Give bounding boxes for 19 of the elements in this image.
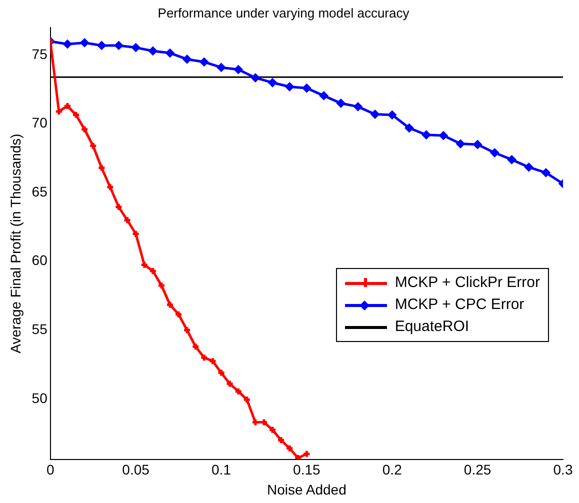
x-tick-label: 0.3 [553,462,573,478]
y-tick-label: 65 [32,183,48,200]
y-tick-label: 55 [32,320,48,337]
y-tick-label: 50 [32,390,48,406]
y-axis-title: Average Final Profit (in Thousands) [7,134,24,354]
x-tick-label: 0.25 [464,462,492,478]
y-tick-label: 75 [32,46,48,62]
x-tick-label: 0.1 [212,462,232,478]
chart-title: Performance under varying model accuracy [158,5,410,20]
x-tick-label: 0 [46,462,54,478]
x-tick-label: 0.2 [382,462,402,478]
y-tick-label: 60 [32,252,48,268]
x-tick-label: 0.05 [122,462,150,478]
legend-label: EquateROI [394,317,470,337]
legend-label: MCKP + CPC Error [394,295,524,315]
legend-label: MCKP + ClickPr Error [394,273,540,293]
y-tick-label: 70 [32,114,48,131]
x-axis-title: Noise Added [266,481,346,498]
x-tick-label: 0.15 [293,462,321,478]
